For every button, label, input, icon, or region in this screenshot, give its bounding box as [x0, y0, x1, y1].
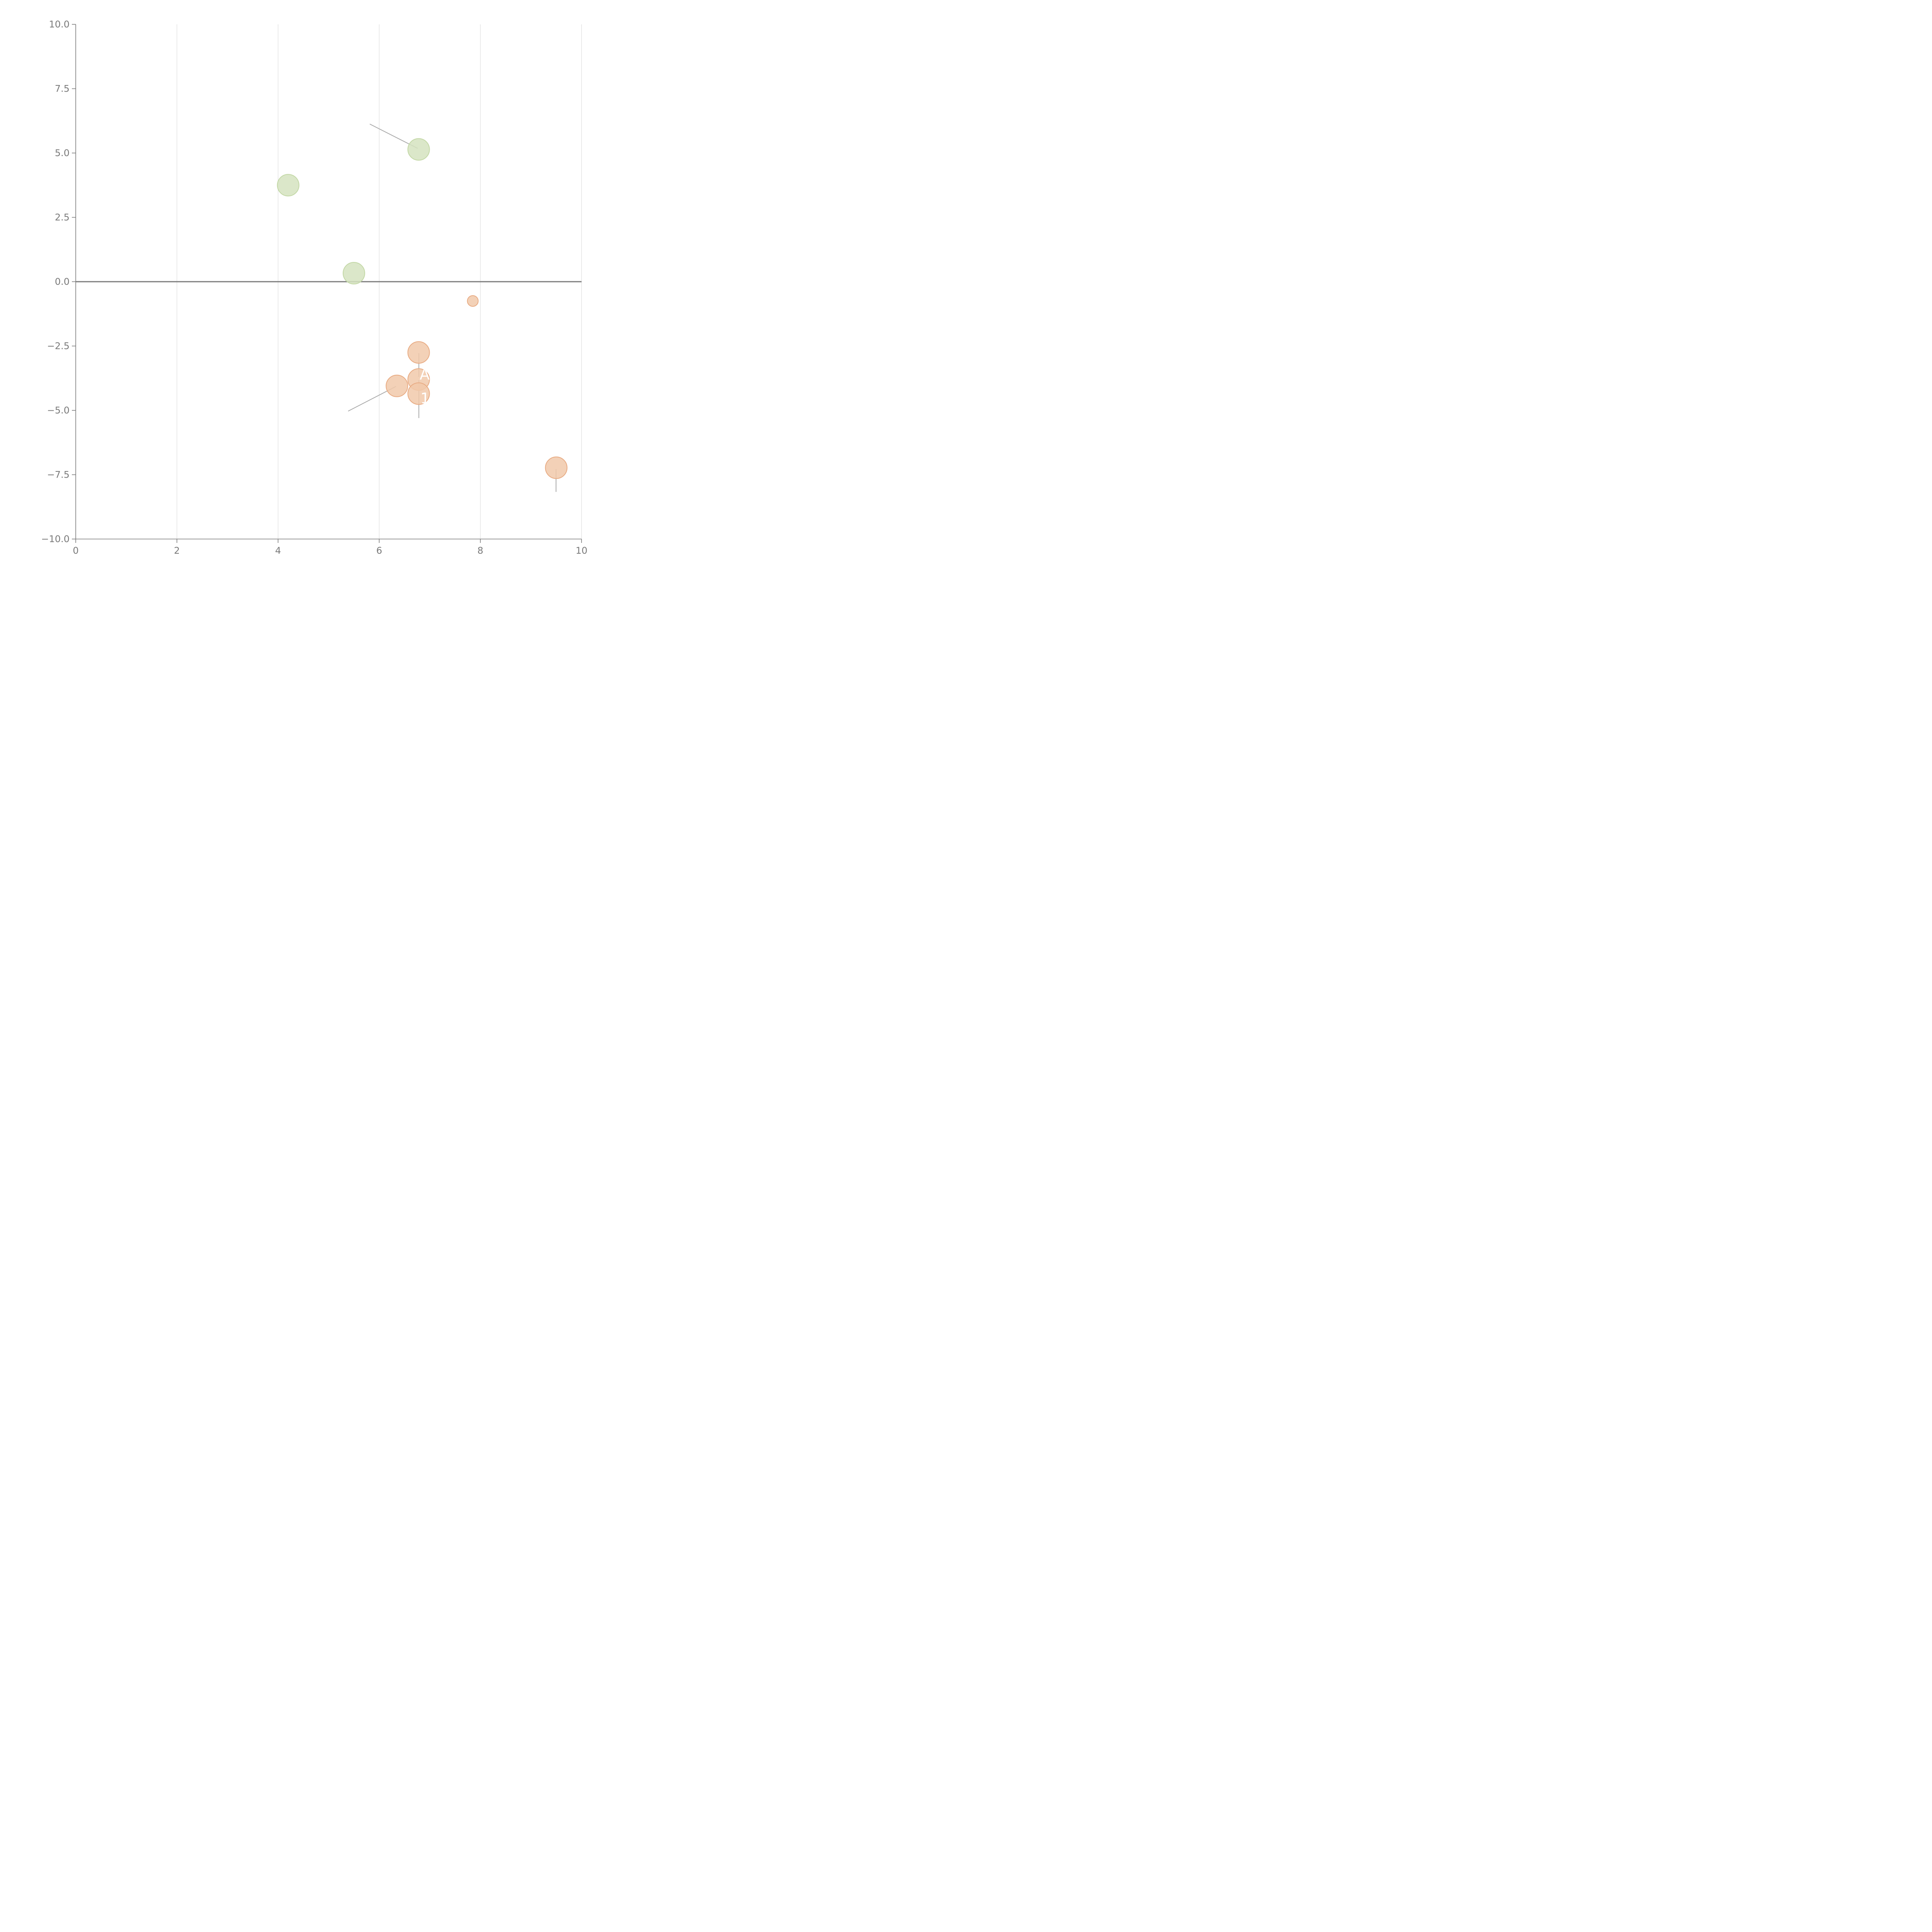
y-tick-label: 7.5: [55, 83, 70, 94]
x-tick-label: 0: [73, 545, 78, 556]
x-tick-label: 2: [174, 545, 180, 556]
data-point: [407, 341, 430, 364]
y-tick-label: 2.5: [55, 212, 70, 223]
x-tick-label: 6: [376, 545, 382, 556]
data-point: [407, 138, 430, 161]
y-tick-label: 0.0: [55, 276, 70, 287]
scatter-chart: 0 2 4 6 8 10 10.0 7.5 5.0 2.5 0.0 −2.5 −5.0 −7.5 −10.0…: [41, 19, 587, 556]
y-tick-label: −10.0: [41, 534, 70, 544]
data-point: [342, 262, 365, 285]
data-point: [407, 382, 430, 405]
x-tick-label: 10: [576, 545, 588, 556]
data-point: [545, 456, 568, 479]
y-tick-label: 10.0: [49, 19, 70, 30]
annotation-label-1: 1: [420, 390, 430, 407]
data-point: [277, 174, 299, 197]
annotation-label-a: A: [420, 366, 430, 383]
annotations: A 1: [420, 366, 430, 407]
data-points: [277, 138, 568, 479]
x-tick-label: 8: [478, 545, 483, 556]
y-tick-label: −7.5: [47, 469, 70, 480]
y-tick-label: −2.5: [47, 341, 70, 352]
data-point: [386, 374, 408, 397]
data-point: [467, 295, 479, 307]
y-tick-label: −5.0: [47, 405, 70, 416]
x-tick-label: 4: [275, 545, 281, 556]
y-tick-label: 5.0: [55, 148, 70, 158]
axes: 0 2 4 6 8 10 10.0 7.5 5.0 2.5 0.0 −2.5 −5.0 −7.5 −10.0: [41, 19, 587, 556]
